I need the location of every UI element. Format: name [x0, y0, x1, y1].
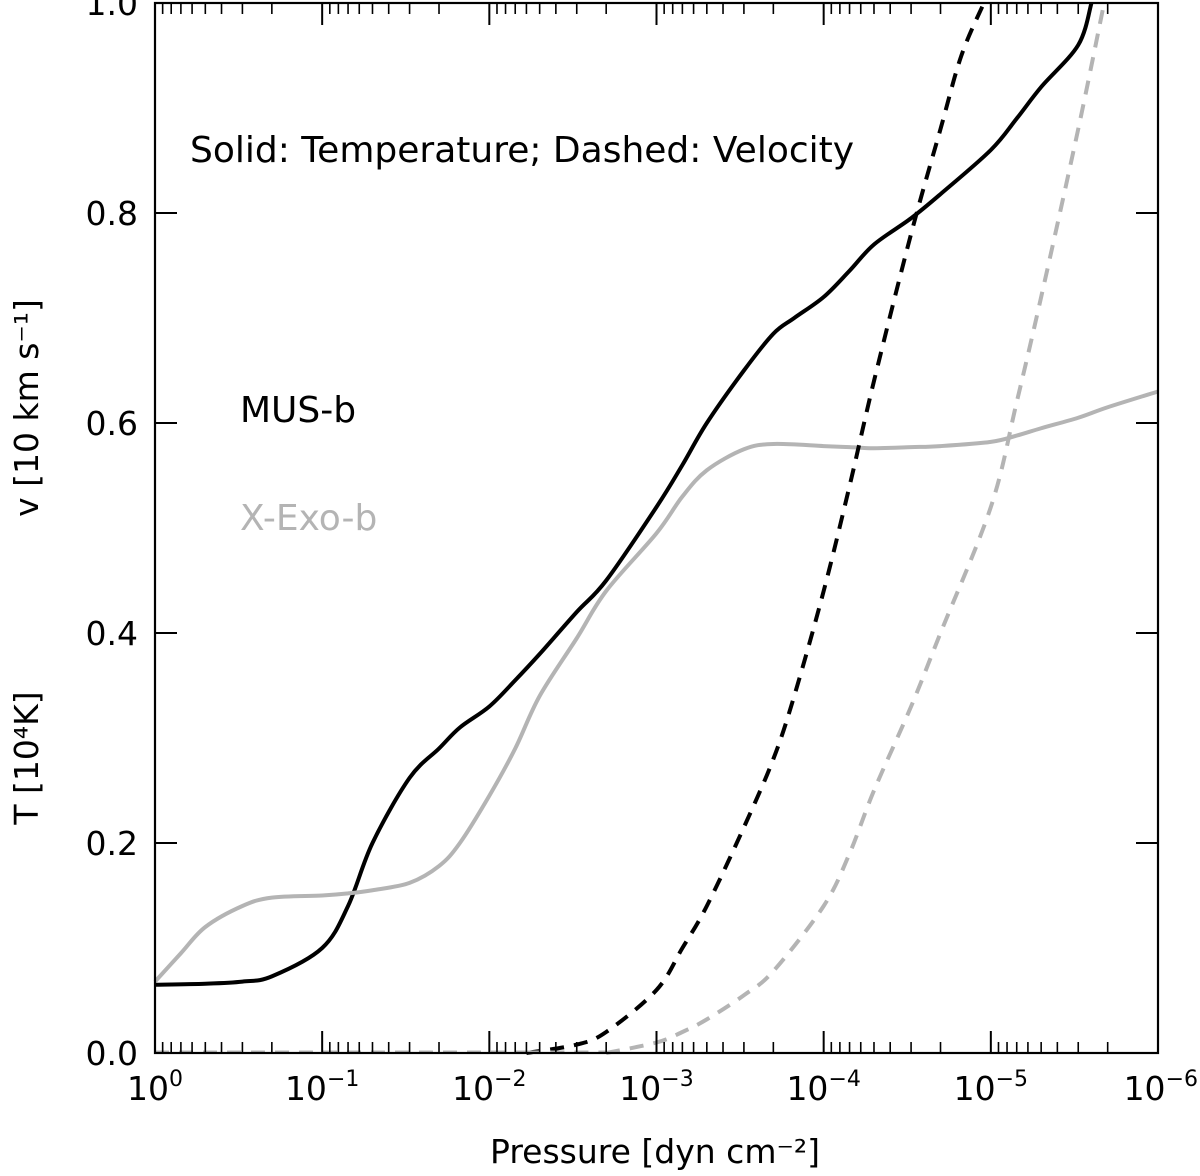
x-tick-label-base: 10 — [954, 1069, 996, 1108]
x-tick-label: 10−6 — [1124, 1067, 1198, 1108]
x-tick-label: 10−2 — [452, 1067, 526, 1108]
series-layer — [153, 2, 1159, 1055]
series-line-x-exo-b-temperature — [153, 389, 1159, 983]
x-tick-label-base: 10 — [1124, 1069, 1166, 1108]
series-line-mus-b-temperature — [154, 2, 1094, 987]
x-tick-label-base: 10 — [786, 1069, 828, 1108]
series-line-mus-b-velocity — [526, 2, 986, 1055]
y-axis-title-right: v [10 km s⁻¹] — [7, 299, 46, 517]
y-axis-title-left: T [10⁴K] — [7, 691, 46, 825]
x-axis-title: Pressure [dyn cm⁻²] — [490, 1132, 820, 1171]
x-tick-label-exponent: −3 — [661, 1067, 693, 1092]
x-tick-label-exponent: −6 — [1166, 1067, 1198, 1092]
x-tick-label: 10−5 — [954, 1067, 1028, 1108]
series-line-x-exo-b-velocity — [605, 2, 1107, 1055]
x-tick-label-exponent: −4 — [828, 1067, 860, 1092]
y-tick-label: 0.2 — [86, 824, 138, 863]
y-axis-titles: T [10⁴K] v [10 km s⁻¹] — [7, 299, 46, 826]
legend-x-exo-b: X-Exo-b — [240, 498, 377, 539]
y-tick-label: 0.6 — [86, 404, 138, 443]
x-tick-label: 10−3 — [619, 1067, 693, 1108]
x-tick-label-exponent: −5 — [996, 1067, 1028, 1092]
y-tick-label: 1.0 — [86, 0, 138, 23]
x-tick-label: 100 — [127, 1067, 183, 1108]
y-tick-label: 0.4 — [86, 614, 138, 653]
y-tick-label: 0.8 — [86, 194, 138, 233]
x-tick-label-exponent: −2 — [494, 1067, 526, 1092]
x-tick-label: 10−4 — [786, 1067, 860, 1108]
x-tick-label-exponent: −1 — [327, 1067, 359, 1092]
x-tick-label: 10−1 — [285, 1067, 359, 1108]
x-tick-label-exponent: 0 — [169, 1067, 183, 1092]
x-tick-label-base: 10 — [452, 1069, 494, 1108]
ticks-layer — [154, 2, 1159, 1054]
y-tick-label: 0.0 — [86, 1034, 138, 1073]
annotation-text: Solid: Temperature; Dashed: Velocity — [190, 130, 854, 171]
x-tick-label-base: 10 — [285, 1069, 327, 1108]
x-tick-label-base: 10 — [619, 1069, 661, 1108]
x-tick-label-base: 10 — [127, 1069, 169, 1108]
legend-mus-b: MUS-b — [240, 390, 356, 431]
